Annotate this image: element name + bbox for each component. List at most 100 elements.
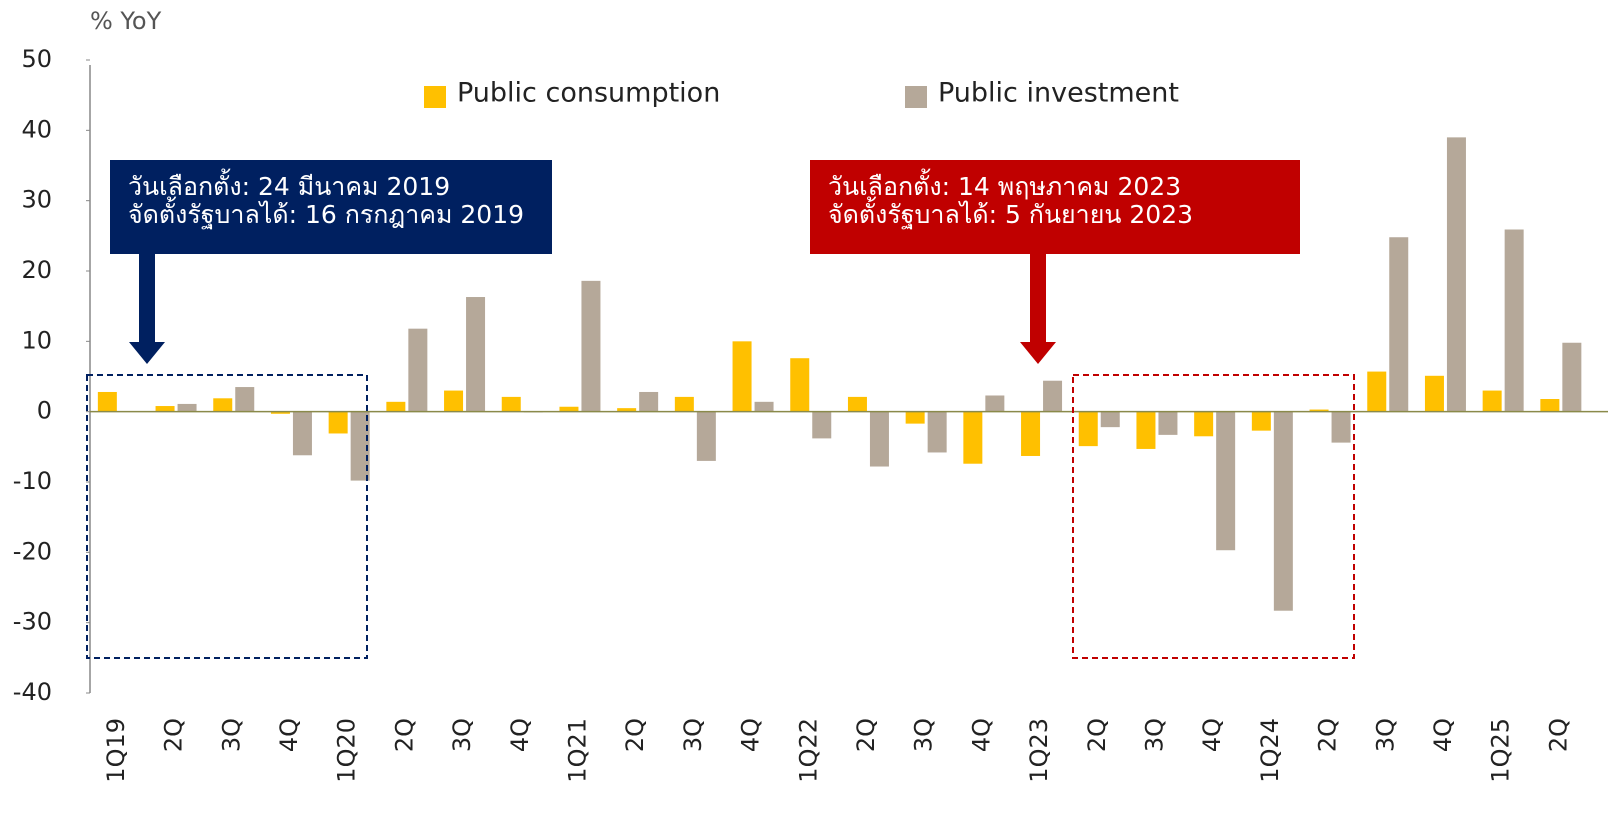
arrow-shaft (1030, 254, 1046, 342)
bar (1424, 375, 1444, 412)
bar (155, 406, 175, 412)
bar (905, 411, 925, 424)
y-tick-label: 10 (21, 326, 52, 354)
bar (1446, 137, 1466, 412)
bar (1309, 409, 1329, 412)
annotation-box (110, 160, 552, 254)
bar (869, 411, 889, 467)
bar (1043, 380, 1063, 412)
x-tick-label: 3Q (910, 718, 938, 752)
bar (501, 396, 521, 412)
bar (1367, 371, 1387, 412)
annotation-text: วันเลือกตั้ง: 14 พฤษภาคม 2023 (828, 168, 1181, 201)
y-tick-label: 30 (21, 186, 52, 214)
bar (1216, 411, 1236, 551)
legend-swatch (905, 86, 927, 108)
bar (1021, 411, 1041, 456)
x-tick-label: 1Q21 (563, 718, 591, 783)
bar (1100, 411, 1120, 428)
x-tick-label: 2Q (621, 718, 649, 752)
bar (213, 398, 233, 412)
x-tick-label: 2Q (1083, 718, 1111, 752)
bar (927, 411, 947, 453)
x-tick-label: 1Q25 (1487, 718, 1515, 783)
legend-label: Public investment (938, 78, 1179, 109)
y-tick-label: 0 (37, 397, 52, 425)
bar (1194, 411, 1214, 437)
bar (1158, 411, 1178, 435)
arrow-shaft (139, 254, 155, 342)
annotation-text: จัดตั้งรัฐบาลได้: 5 กันยายน 2023 (828, 196, 1193, 229)
bar (350, 411, 370, 481)
x-tick-label: 4Q (275, 718, 303, 752)
bar (1251, 411, 1271, 431)
bar (97, 391, 117, 412)
bar (847, 396, 867, 412)
y-tick-label: -30 (13, 608, 52, 636)
bar (732, 341, 752, 412)
highlight-box (86, 374, 368, 659)
bar (292, 411, 312, 456)
x-tick-label: 4Q (506, 718, 534, 752)
bar (328, 411, 348, 434)
bar (1562, 342, 1582, 412)
x-tick-label: 3Q (1371, 718, 1399, 752)
y-tick-label: -40 (13, 678, 52, 706)
x-tick-label: 4Q (737, 718, 765, 752)
bar (235, 387, 255, 412)
legend-swatch (424, 86, 446, 108)
bar (617, 408, 637, 412)
bar (466, 297, 486, 412)
bar (1504, 229, 1524, 412)
x-tick-label: 3Q (217, 718, 245, 752)
x-tick-label: 1Q23 (1025, 718, 1053, 783)
annotation-text: วันเลือกตั้ง: 24 มีนาคม 2019 (128, 168, 450, 201)
bar (790, 358, 810, 412)
y-tick-label: -10 (13, 467, 52, 495)
x-tick-label: 1Q20 (333, 718, 361, 783)
x-tick-label: 2Q (160, 718, 188, 752)
bar (444, 390, 464, 412)
x-tick-label: 2Q (1314, 718, 1342, 752)
bar (1331, 411, 1351, 443)
x-tick-label: 1Q22 (794, 718, 822, 783)
y-tick-label: 50 (21, 45, 52, 73)
highlight-box (1072, 374, 1355, 659)
x-tick-label: 2Q (852, 718, 880, 752)
y-tick-label: -20 (13, 537, 52, 565)
bar (386, 401, 406, 412)
bar (639, 391, 659, 412)
x-tick-label: 3Q (679, 718, 707, 752)
bar (812, 411, 832, 439)
bar (270, 411, 290, 414)
bar (1273, 411, 1293, 611)
annotation-text: จัดตั้งรัฐบาลได้: 16 กรกฎาคม 2019 (128, 196, 524, 229)
annotation-box (810, 160, 1300, 254)
legend-label: Public consumption (457, 78, 720, 109)
bar (581, 280, 601, 412)
y-axis-label: % YoY (90, 7, 162, 35)
x-tick-label: 4Q (1198, 718, 1226, 752)
bar (1540, 399, 1560, 412)
x-tick-label: 1Q24 (1256, 718, 1284, 783)
x-tick-label: 3Q (1140, 718, 1168, 752)
arrow-head (129, 342, 165, 364)
x-tick-label: 2Q (390, 718, 418, 752)
bar (559, 406, 579, 412)
bar (1078, 411, 1098, 447)
x-tick-label: 4Q (1429, 718, 1457, 752)
x-tick-label: 3Q (448, 718, 476, 752)
x-tick-label: 4Q (967, 718, 995, 752)
bar (177, 403, 197, 412)
bar (1389, 237, 1409, 412)
bar (1136, 411, 1156, 449)
arrow-head (1020, 342, 1056, 364)
x-tick-label: 2Q (1544, 718, 1572, 752)
x-tick-label: 1Q19 (102, 718, 130, 783)
bar (963, 411, 983, 464)
y-tick-label: 40 (21, 115, 52, 143)
bar (754, 401, 774, 412)
y-tick-label: 20 (21, 256, 52, 284)
bar (408, 328, 428, 412)
